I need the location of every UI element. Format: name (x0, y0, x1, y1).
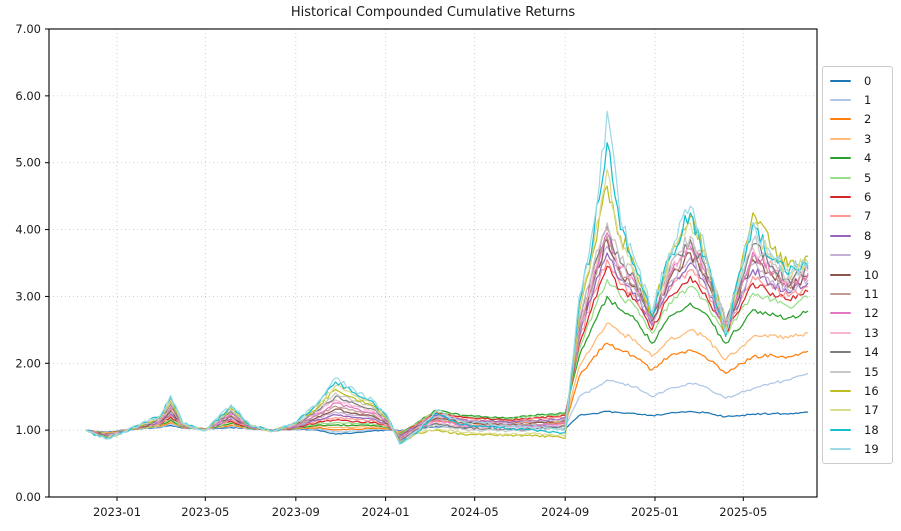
legend-entry-13: 13 (830, 325, 892, 340)
legend-entry-1: 1 (830, 93, 892, 108)
ytick-label-6.00: 6.00 (15, 89, 41, 103)
legend-label-2: 2 (864, 112, 872, 127)
series-line-18 (85, 142, 809, 445)
legend-line-swatch-16 (830, 389, 851, 392)
legend-entry-4: 4 (830, 151, 892, 166)
legend-label-14: 14 (864, 345, 879, 360)
xtick-label-2024-05: 2024-05 (451, 505, 499, 519)
ytick-label-4.00: 4.00 (15, 223, 41, 237)
series-line-13 (85, 228, 809, 441)
xtick-label-2024-09: 2024-09 (541, 505, 589, 519)
legend-line-swatch-0 (830, 79, 851, 82)
legend-label-5: 5 (864, 170, 872, 185)
legend-label-13: 13 (864, 325, 879, 340)
legend-entry-19: 19 (830, 442, 892, 457)
legend-line-swatch-4 (830, 157, 851, 160)
legend-label-0: 0 (864, 73, 872, 88)
legend-entry-8: 8 (830, 228, 892, 243)
xtick-label-2023-09: 2023-09 (272, 505, 320, 519)
legend-line-swatch-17 (830, 409, 851, 412)
legend-entry-14: 14 (830, 345, 892, 360)
legend-entry-10: 10 (830, 267, 892, 282)
legend-line-swatch-13 (830, 331, 851, 334)
legend-entry-16: 16 (830, 383, 892, 398)
legend-line-swatch-12 (830, 312, 851, 315)
legend-line-swatch-2 (830, 118, 851, 121)
xtick-label-2025-05: 2025-05 (719, 505, 767, 519)
xtick-label-2024-01: 2024-01 (362, 505, 410, 519)
legend-entry-15: 15 (830, 364, 892, 379)
legend-label-16: 16 (864, 383, 879, 398)
legend-entry-11: 11 (830, 286, 892, 301)
chart-title: Historical Compounded Cumulative Returns (290, 5, 576, 20)
ytick-label-7.00: 7.00 (15, 22, 41, 36)
legend-label-17: 17 (864, 403, 879, 418)
plot-border (48, 28, 818, 498)
series-line-19 (85, 110, 809, 445)
legend-line-swatch-6 (830, 196, 851, 199)
ytick-label-2.00: 2.00 (15, 356, 41, 370)
series-line-8 (86, 252, 809, 438)
xtick-label-2025-01: 2025-01 (631, 505, 679, 519)
legend-entry-7: 7 (830, 209, 892, 224)
legend-line-swatch-18 (830, 428, 851, 431)
series-line-10 (85, 238, 809, 439)
ytick-label-3.00: 3.00 (15, 289, 41, 303)
legend-line-swatch-8 (830, 234, 851, 237)
legend-entry-6: 6 (830, 190, 892, 205)
legend-label-7: 7 (864, 209, 872, 224)
xtick-label-2023-01: 2023-01 (93, 505, 141, 519)
legend-entry-0: 0 (830, 73, 892, 88)
legend-entry-5: 5 (830, 170, 892, 185)
ytick-label-1.00: 1.00 (15, 423, 41, 437)
series-line-17 (85, 168, 809, 444)
legend-line-swatch-10 (830, 273, 851, 276)
legend-label-3: 3 (864, 131, 872, 146)
xtick-label-2023-05: 2023-05 (181, 505, 229, 519)
legend: 0 1 2 3 4 5 6 7 8 9 10 11 12 13 14 15 16 17 18 19 (822, 66, 893, 464)
legend-label-19: 19 (864, 442, 879, 457)
legend-line-swatch-1 (830, 99, 851, 102)
legend-line-swatch-19 (830, 448, 851, 451)
ytick-label-5.00: 5.00 (15, 156, 41, 170)
legend-label-8: 8 (864, 228, 872, 243)
legend-line-swatch-14 (830, 351, 851, 354)
ytick-label-0.00: 0.00 (15, 490, 41, 504)
legend-line-swatch-7 (830, 215, 851, 218)
legend-entry-2: 2 (830, 112, 892, 127)
legend-entry-12: 12 (830, 306, 892, 321)
legend-label-11: 11 (864, 286, 879, 301)
series-line-6 (85, 265, 809, 437)
legend-entry-18: 18 (830, 422, 892, 437)
legend-label-4: 4 (864, 151, 872, 166)
legend-entry-17: 17 (830, 403, 892, 418)
legend-label-12: 12 (864, 306, 879, 321)
series-line-16 (85, 185, 809, 443)
legend-line-swatch-11 (830, 292, 851, 295)
legend-label-10: 10 (864, 267, 879, 282)
legend-line-swatch-15 (830, 370, 851, 373)
series-line-7 (85, 259, 809, 437)
legend-line-swatch-9 (830, 254, 851, 257)
series-line-9 (85, 245, 809, 439)
series-line-1 (85, 372, 809, 434)
legend-label-6: 6 (864, 190, 872, 205)
legend-label-15: 15 (864, 364, 879, 379)
legend-entry-9: 9 (830, 248, 892, 263)
legend-label-18: 18 (864, 422, 879, 437)
legend-entry-3: 3 (830, 131, 892, 146)
legend-label-9: 9 (864, 248, 872, 263)
legend-label-1: 1 (864, 93, 872, 108)
legend-line-swatch-5 (830, 176, 851, 179)
legend-line-swatch-3 (830, 137, 851, 140)
